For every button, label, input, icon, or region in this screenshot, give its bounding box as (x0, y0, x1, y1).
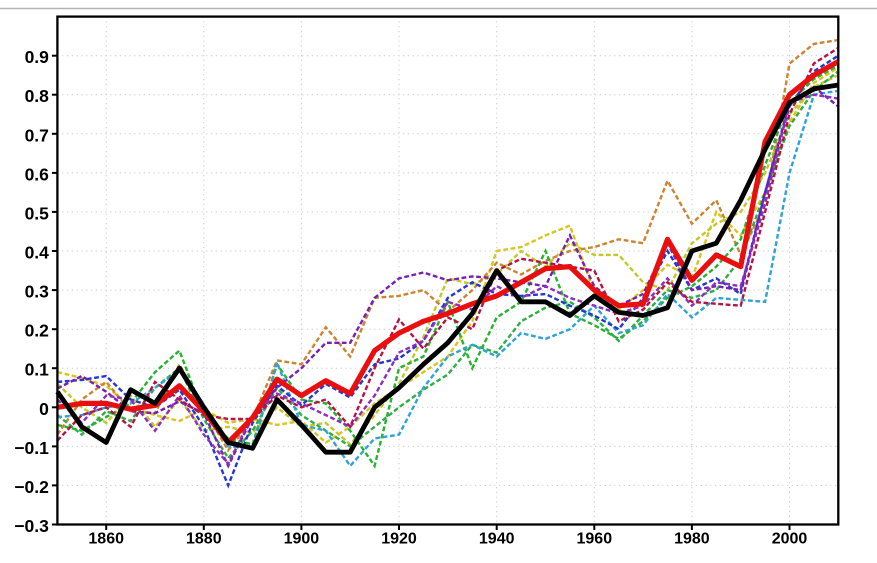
svg-text:−0.2: −0.2 (14, 477, 49, 497)
svg-text:1960: 1960 (577, 531, 613, 548)
svg-text:1860: 1860 (88, 531, 124, 548)
svg-text:1940: 1940 (479, 531, 515, 548)
svg-text:0.5: 0.5 (25, 203, 50, 223)
svg-text:0.6: 0.6 (25, 164, 50, 184)
svg-text:2000: 2000 (772, 531, 808, 548)
svg-text:0.9: 0.9 (25, 47, 50, 67)
svg-text:0.8: 0.8 (25, 86, 50, 106)
svg-text:0.1: 0.1 (25, 360, 50, 380)
svg-text:1920: 1920 (381, 531, 417, 548)
svg-text:0: 0 (39, 399, 49, 419)
svg-text:−0.3: −0.3 (14, 516, 49, 536)
svg-text:0.4: 0.4 (25, 243, 50, 263)
svg-text:0.3: 0.3 (25, 282, 50, 302)
svg-text:1980: 1980 (674, 531, 710, 548)
svg-text:−0.1: −0.1 (14, 438, 49, 458)
svg-text:0.7: 0.7 (25, 125, 49, 145)
svg-text:1880: 1880 (186, 531, 222, 548)
svg-text:0.2: 0.2 (25, 321, 50, 341)
svg-text:1900: 1900 (284, 531, 320, 548)
